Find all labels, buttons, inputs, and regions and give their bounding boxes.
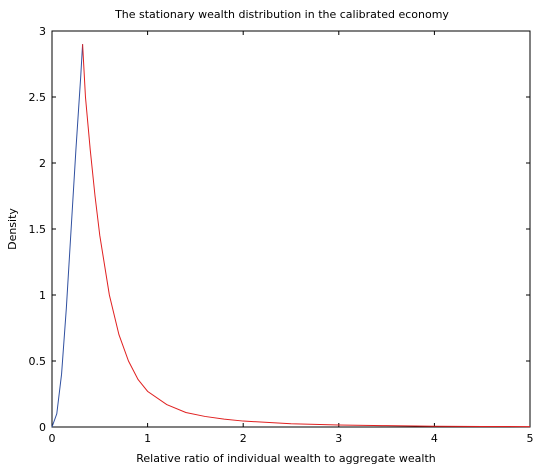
x-tick-label: 5 [527, 432, 533, 445]
x-tick-label: 2 [240, 432, 247, 445]
y-tick-label: 2 [39, 157, 46, 170]
x-tick-label: 1 [144, 432, 151, 445]
x-tick-label: 4 [431, 432, 438, 445]
y-axis-label: Density [6, 208, 19, 250]
y-tick-label: 1 [39, 289, 46, 302]
y-tick-label: 2.5 [29, 91, 47, 104]
y-tick-label: 3 [39, 25, 46, 38]
line-series [51, 44, 84, 428]
x-tick-label: 0 [49, 432, 56, 445]
line-series [82, 44, 531, 428]
y-tick-label: 0 [39, 421, 46, 434]
y-tick-label: 1.5 [29, 223, 47, 236]
y-tick-label: 0.5 [29, 355, 47, 368]
x-tick-label: 3 [335, 432, 342, 445]
x-axis-label: Relative ratio of individual wealth to a… [136, 452, 436, 465]
chart-title: The stationary wealth distribution in th… [114, 8, 449, 21]
